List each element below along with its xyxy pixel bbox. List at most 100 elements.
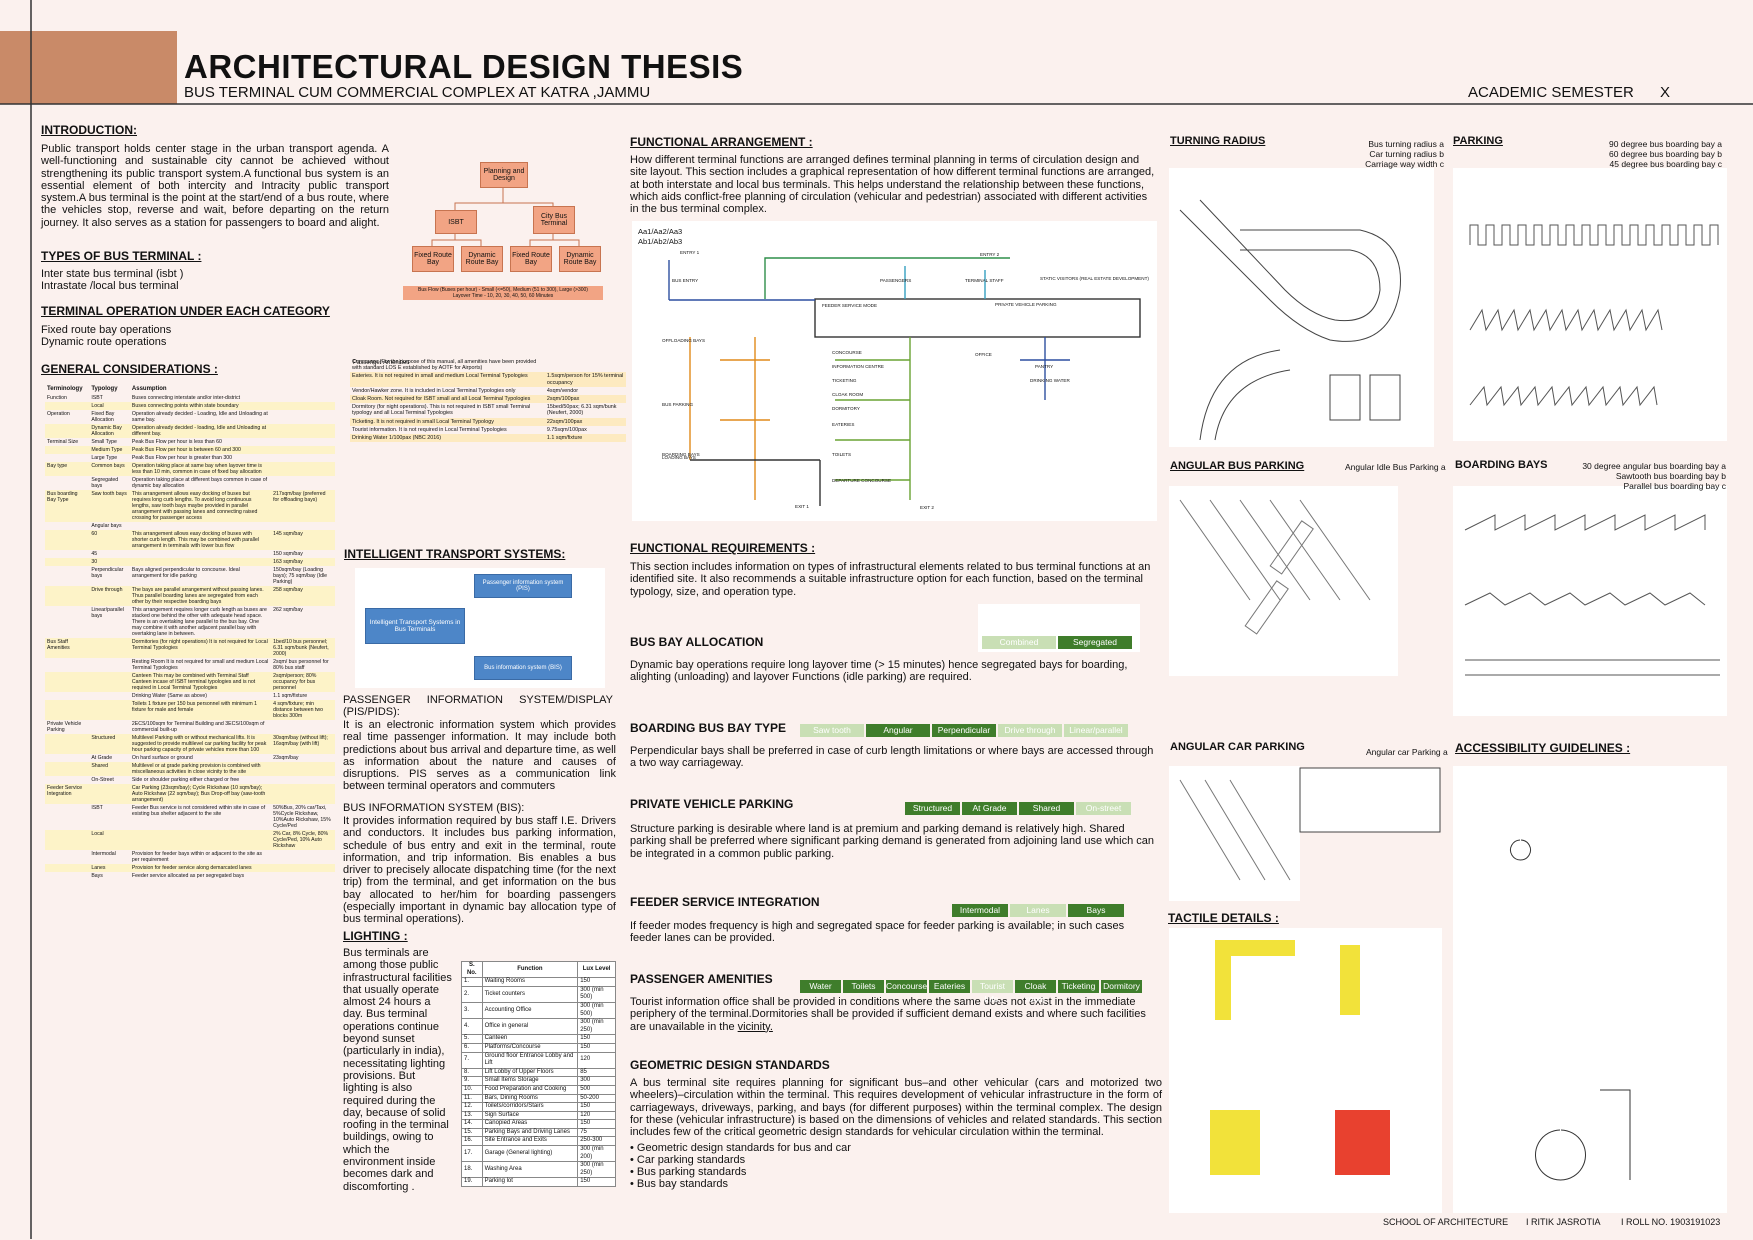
heading: INTELLIGENT TRANSPORT SYSTEMS: xyxy=(344,547,566,561)
cell xyxy=(45,850,89,864)
row: Private Vehicle Parking 2ECS/100sqm for T… xyxy=(45,720,335,734)
cell: Vendor/Hawker zone. It is included in Lo… xyxy=(352,387,516,394)
cell xyxy=(129,830,272,850)
heading: BOARDING BAYS xyxy=(1455,459,1548,471)
cell: Toilets 1 fixture per 150 bus personnel … xyxy=(129,700,272,720)
cell: 150 xyxy=(577,1034,616,1044)
row: Eateries. It is not required in small an… xyxy=(350,372,626,387)
cell xyxy=(271,522,335,530)
semester: ACADEMIC SEMESTER xyxy=(1468,84,1634,101)
row: ISBT Feeder Bus service is not considered… xyxy=(45,804,335,830)
diagram-label: EXIT 2 xyxy=(920,505,934,510)
heading: PARKING xyxy=(1453,135,1503,147)
heading: PASSENGER AMENITIES xyxy=(630,972,773,986)
cell: This arrangement allows easy docking of … xyxy=(129,490,272,522)
cell: 4. xyxy=(461,1018,483,1036)
cell xyxy=(45,692,89,700)
cell: Terminal Size xyxy=(47,439,79,445)
cell: 7. xyxy=(461,1051,483,1069)
row: Ticketing. It is not required in small L… xyxy=(350,417,626,426)
row: Local Buses connecting points within stat… xyxy=(45,402,335,410)
cell: The bays are parallel arrangement withou… xyxy=(129,586,272,606)
cell: 150 xyxy=(577,977,616,987)
cell: Segregated bays xyxy=(91,477,119,489)
diagram-label: BOARDING BAYS xyxy=(662,452,700,457)
cell: 85 xyxy=(577,1067,616,1078)
cell: 163 sqm/bay xyxy=(271,558,335,566)
note: 30 degree angular bus boarding bay a xyxy=(1582,461,1726,471)
cell: 23sqm/bay xyxy=(273,755,299,761)
cell: Angular bays xyxy=(91,523,122,529)
lighting-table: S. No. Function Lux Level 1. Waiting Rooms 15… xyxy=(461,960,616,1188)
amenities-table: Concourse (For the purpose of this manua… xyxy=(350,358,626,443)
cell: Accounting Office xyxy=(481,1001,579,1020)
diagram-label: LOADING BAYS xyxy=(662,455,696,460)
cell: 258 sqm/bay xyxy=(271,586,335,606)
cell: Medium Type xyxy=(89,446,130,454)
cell: 150sqm/bay (Loading bays); 75 sqm/bay (I… xyxy=(273,567,328,585)
cell: Canteen xyxy=(481,1034,579,1044)
option-tag: Cloak room xyxy=(1015,980,1056,1004)
row: 4. Office in general 300 (min 250) xyxy=(461,1018,616,1036)
paragraph: Structure parking is desirable where lan… xyxy=(630,823,1155,860)
cell xyxy=(130,550,271,558)
row: 19. Parking lot 150 xyxy=(461,1177,616,1188)
option-tag: Intermodal xyxy=(952,904,1008,917)
row: 6. Platforms/Concourse 150 xyxy=(461,1042,616,1053)
row: Perpendicular bays Bays aligned perpendic… xyxy=(45,566,335,586)
row: 16. Site Entrance and Exits 250-300 xyxy=(461,1136,616,1147)
row: 5. Canteen 150 xyxy=(461,1034,616,1044)
note: Bus Flow (Buses per hour) - Small (<=50)… xyxy=(418,287,588,293)
header-cell: Terminology xyxy=(47,386,83,392)
list-item: • Geometric design standards for bus and… xyxy=(630,1142,851,1154)
paragraph: A bus terminal site requires planning fo… xyxy=(630,1077,1162,1139)
cell: Buses connecting points within state bou… xyxy=(129,402,272,410)
row: Large Type Peak Bus Flow per hour is grea… xyxy=(45,454,335,462)
row: Cloak Room. Not required for ISBT small … xyxy=(350,395,626,404)
cell: Provision for feeder bays within or adja… xyxy=(131,851,262,863)
cell: Cloak Room. Not required for ISBT small … xyxy=(350,395,545,404)
cell xyxy=(89,692,130,700)
diagram-label: CONCOURSE xyxy=(832,350,862,355)
diagram-label: OFFLOADING BAYS xyxy=(662,338,706,343)
cell: 2sqm/person; 80% occupancy for bus perso… xyxy=(271,672,335,692)
note: Angular Idle Bus Parking a xyxy=(1345,462,1446,472)
diagram-label: DORMITORY xyxy=(832,406,860,411)
cell xyxy=(45,530,90,550)
row: Concourse (For the purpose of this manua… xyxy=(350,358,626,372)
header-cell: Lux Level xyxy=(577,960,616,979)
cell: 4 sqm/fixture; min distance between two … xyxy=(271,700,335,720)
header-cell: Function xyxy=(481,960,579,979)
row: 9. Small Items Storage 300 xyxy=(461,1076,616,1086)
cell: On hard surface or ground xyxy=(131,755,193,761)
cell xyxy=(45,476,89,490)
list-item: • Bus bay standards xyxy=(630,1178,729,1190)
cell: 150 xyxy=(577,1119,616,1129)
cell: Operation already decided - loading, Idl… xyxy=(129,424,272,438)
row: 13. Sign Surface 120 xyxy=(461,1110,616,1121)
cell: Local xyxy=(89,830,130,850)
heading: BOARDING BUS BAY TYPE xyxy=(630,721,787,735)
paragraph: How different terminal functions are arr… xyxy=(630,154,1155,216)
row: Intermodal Provision for feeder bays with… xyxy=(45,850,335,864)
option-tag: On-street xyxy=(1076,802,1131,815)
cell: 9. xyxy=(461,1076,483,1086)
cell: 2. xyxy=(461,985,483,1003)
its-node: Intelligent Transport Systems in Bus Ter… xyxy=(365,608,465,644)
cell: 1bed/10 bus personnel; 6.31 sqm/bunk (Ne… xyxy=(271,638,335,658)
cell: Perpendicular bays xyxy=(91,567,124,579)
cell: 6. xyxy=(461,1042,483,1053)
cell xyxy=(545,358,626,372)
row: Drinking Water (Same as above) 1.1 sqm/fi… xyxy=(45,692,335,700)
cell: 1.1 sqm/fixture xyxy=(544,434,626,443)
subtitle: BUS TERMINAL CUM COMMERCIAL COMPLEX AT K… xyxy=(184,84,651,101)
row: Bay type Common bays Operation taking plac… xyxy=(45,462,335,476)
diagram-label: BUS ENTRY xyxy=(672,278,699,283)
row: 11. Bars, Dining Rooms 50-200 xyxy=(461,1093,616,1104)
row: Shared Multilevel or at grade parking pro… xyxy=(45,762,335,776)
cell: 11. xyxy=(461,1093,483,1104)
header-row: S. No. Function Lux Level xyxy=(461,960,616,979)
cell: Toilets/corridors/Stairs xyxy=(481,1102,579,1112)
